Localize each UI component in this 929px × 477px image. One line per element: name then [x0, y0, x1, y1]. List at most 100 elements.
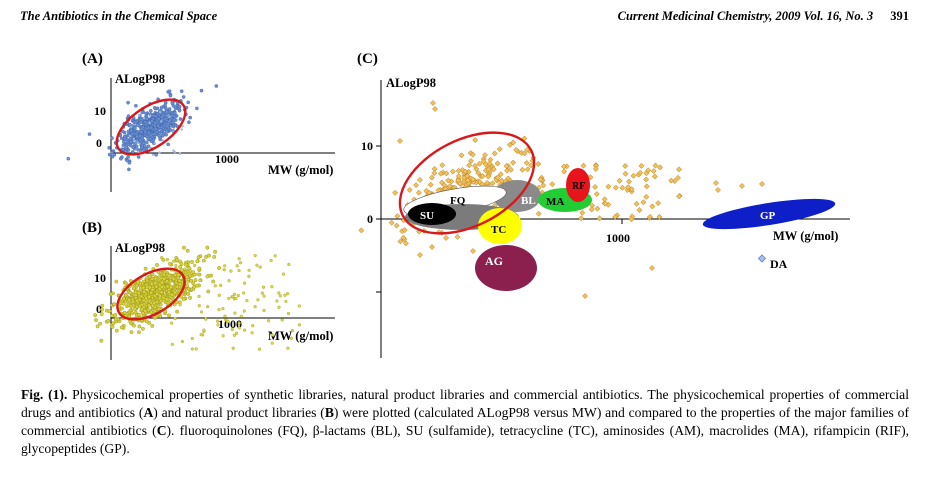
- drug-point: [148, 136, 153, 141]
- natural-product-point: [236, 293, 240, 298]
- natural-product-point: [239, 314, 243, 318]
- antibiotic-point: [495, 174, 501, 181]
- family-fq-label: FQ: [450, 195, 466, 207]
- antibiotic-point: [432, 106, 438, 112]
- drug-point: [187, 120, 191, 124]
- natural-product-point: [237, 321, 241, 325]
- natural-product-point: [190, 260, 194, 264]
- running-head-journal: Current Medicinal Chemistry, 2009 Vol. 1…: [618, 9, 909, 24]
- antibiotic-point: [393, 222, 400, 229]
- antibiotic-point: [523, 160, 530, 166]
- drug-point: [168, 115, 171, 119]
- natural-product-point: [243, 328, 247, 332]
- natural-product-point: [162, 276, 167, 281]
- natural-product-point: [136, 291, 141, 295]
- antibiotic-point: [490, 166, 497, 173]
- antibiotic-point: [443, 170, 450, 177]
- natural-product-point: [166, 290, 171, 295]
- drug-point: [126, 114, 131, 118]
- natural-product-point: [146, 295, 151, 299]
- natural-product-point: [197, 294, 201, 298]
- antibiotic-point: [446, 183, 453, 190]
- natural-product-point: [175, 309, 180, 314]
- natural-product-point: [231, 346, 235, 350]
- drug-point: [177, 104, 182, 109]
- antibiotic-point: [625, 184, 632, 191]
- drug-point: [110, 150, 114, 155]
- antibiotic-point: [510, 139, 517, 146]
- drug-point: [161, 139, 164, 142]
- drug-point: [125, 158, 130, 163]
- antibiotic-point: [491, 150, 498, 157]
- natural-product-point: [152, 308, 157, 313]
- panel-b-tick-0: 0: [96, 302, 102, 316]
- natural-product-point: [235, 264, 239, 268]
- natural-product-point: [136, 280, 140, 285]
- natural-product-point: [219, 283, 223, 287]
- antibiotic-point: [445, 177, 452, 184]
- antibiotic-point: [394, 213, 401, 220]
- antibiotic-point: [535, 161, 542, 167]
- natural-product-point: [194, 347, 198, 351]
- natural-product-point: [154, 284, 159, 289]
- antibiotic-point: [650, 168, 657, 175]
- antibiotic-point: [497, 171, 504, 178]
- natural-product-point: [100, 303, 105, 308]
- natural-product-point: [140, 326, 145, 331]
- antibiotic-point: [636, 207, 643, 214]
- natural-product-point: [280, 318, 284, 322]
- antibiotic-point: [470, 248, 476, 254]
- natural-product-point: [168, 285, 173, 290]
- natural-product-point: [277, 291, 281, 295]
- natural-product-point: [175, 257, 180, 262]
- antibiotic-point: [593, 191, 600, 197]
- natural-product-point: [150, 303, 155, 308]
- natural-product-point: [154, 291, 159, 296]
- natural-product-point: [180, 339, 184, 344]
- antibiotic-point: [484, 179, 491, 186]
- natural-product-point: [290, 329, 294, 333]
- natural-product-point: [189, 278, 194, 283]
- antibiotic-point: [519, 166, 526, 173]
- natural-product-point: [174, 263, 178, 268]
- natural-product-point: [170, 342, 174, 346]
- natural-product-point: [269, 258, 273, 263]
- drug-point: [160, 115, 164, 120]
- family-ma-label: MA: [546, 196, 564, 208]
- natural-product-point: [239, 261, 243, 265]
- natural-product-point: [233, 311, 237, 315]
- antibiotic-point: [612, 213, 619, 220]
- antibiotic-point: [633, 200, 640, 207]
- natural-product-point: [110, 313, 115, 318]
- drug-point: [154, 127, 158, 131]
- natural-product-point: [270, 341, 274, 345]
- panel-a-label: (A): [82, 51, 103, 67]
- antibiotic-point: [468, 158, 474, 164]
- natural-product-point: [172, 277, 176, 281]
- panel-a-drug-space-ellipse: [115, 98, 187, 156]
- drug-point: [170, 101, 175, 106]
- natural-product-point: [204, 317, 208, 321]
- antibiotic-point: [640, 199, 647, 206]
- natural-product-point: [213, 249, 218, 254]
- journal-name: Current Medicinal Chemistry,: [617, 9, 773, 23]
- panel-b-tick-10: 10: [94, 271, 106, 285]
- natural-product-point: [237, 326, 241, 330]
- drug-point: [139, 127, 144, 131]
- drug-point: [132, 137, 136, 140]
- panel-a-tick-1000: 1000: [215, 152, 239, 166]
- drug-point: [140, 110, 145, 115]
- natural-product-point: [130, 299, 135, 304]
- drug-point: [126, 155, 130, 159]
- antibiotic-point: [676, 166, 682, 173]
- natural-product-point: [164, 279, 169, 283]
- antibiotic-point: [458, 152, 465, 159]
- natural-product-point: [122, 296, 126, 301]
- drug-point: [139, 130, 143, 134]
- antibiotic-point: [506, 141, 513, 148]
- natural-product-point: [150, 272, 155, 277]
- natural-product-point: [119, 325, 124, 330]
- drug-point: [128, 136, 133, 141]
- antibiotic-point: [496, 146, 503, 153]
- natural-product-point: [143, 266, 148, 271]
